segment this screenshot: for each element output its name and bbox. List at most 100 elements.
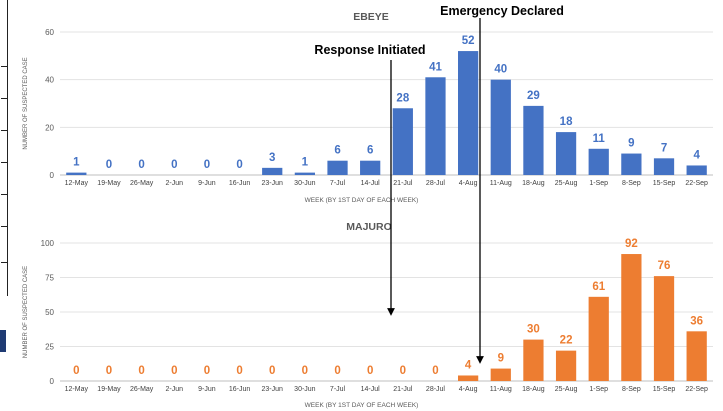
data-label: 18 bbox=[560, 116, 573, 128]
data-label: 22 bbox=[560, 335, 573, 347]
left-edge-tick bbox=[1, 66, 7, 67]
bar bbox=[588, 296, 609, 381]
bar bbox=[327, 160, 348, 175]
x-tick-label: 18-Aug bbox=[522, 180, 545, 187]
bar bbox=[523, 105, 544, 175]
bar bbox=[621, 153, 642, 175]
data-label: 40 bbox=[494, 64, 507, 76]
data-label: 0 bbox=[367, 365, 373, 377]
data-label: 28 bbox=[396, 92, 409, 104]
x-tick-label: 14-Jul bbox=[361, 386, 381, 393]
x-tick-label: 14-Jul bbox=[361, 180, 381, 187]
y-tick-label: 25 bbox=[45, 343, 54, 352]
x-tick-label: 8-Sep bbox=[622, 180, 641, 187]
data-label: 4 bbox=[693, 149, 700, 161]
data-label: 61 bbox=[592, 281, 605, 293]
bar bbox=[490, 368, 511, 381]
data-label: 52 bbox=[462, 35, 475, 47]
bar bbox=[392, 108, 413, 175]
x-tick-label: 26-May bbox=[130, 386, 154, 393]
bar bbox=[621, 254, 642, 381]
bar bbox=[555, 132, 577, 175]
x-tick-label: 12-May bbox=[65, 180, 89, 187]
data-label: 0 bbox=[236, 365, 242, 377]
x-tick-label: 19-May bbox=[97, 180, 121, 187]
bar bbox=[555, 350, 577, 381]
data-label: 7 bbox=[661, 142, 667, 154]
x-tick-label: 4-Aug bbox=[459, 180, 478, 187]
x-tick-label: 28-Jul bbox=[426, 386, 446, 393]
left-edge-tick bbox=[1, 98, 7, 99]
bar bbox=[458, 51, 479, 175]
data-label: 0 bbox=[269, 365, 275, 377]
x-tick-label: 25-Aug bbox=[555, 180, 578, 187]
data-label: 0 bbox=[138, 159, 144, 171]
x-tick-label: 22-Sep bbox=[685, 180, 708, 187]
data-label: 29 bbox=[527, 90, 540, 102]
data-label: 4 bbox=[465, 359, 472, 371]
data-label: 30 bbox=[527, 324, 540, 336]
data-label: 0 bbox=[106, 365, 112, 377]
data-label: 0 bbox=[302, 365, 308, 377]
data-label: 0 bbox=[138, 365, 144, 377]
bar bbox=[653, 158, 675, 175]
x-tick-label: 1-Sep bbox=[589, 386, 608, 393]
y-tick-label: 75 bbox=[45, 274, 54, 283]
x-tick-label: 15-Sep bbox=[653, 180, 676, 187]
y-axis-label: NUMBER OF SUSPECTED CASE bbox=[23, 57, 29, 149]
data-label: 92 bbox=[625, 238, 638, 250]
x-tick-label: 1-Sep bbox=[589, 180, 608, 187]
data-label: 0 bbox=[171, 159, 177, 171]
x-tick-label: 23-Jun bbox=[262, 386, 284, 393]
data-label: 1 bbox=[302, 157, 309, 169]
x-tick-label: 9-Jun bbox=[198, 386, 216, 393]
x-tick-label: 19-May bbox=[97, 386, 121, 393]
y-tick-label: 0 bbox=[50, 171, 55, 180]
x-tick-label: 28-Jul bbox=[426, 180, 446, 187]
left-edge-tick bbox=[1, 194, 7, 195]
bar bbox=[686, 331, 707, 381]
data-label: 0 bbox=[171, 365, 177, 377]
data-label: 0 bbox=[334, 365, 340, 377]
x-tick-label: 16-Jun bbox=[229, 180, 251, 187]
x-tick-label: 12-May bbox=[65, 386, 89, 393]
bar bbox=[490, 79, 511, 175]
x-tick-label: 11-Aug bbox=[490, 386, 512, 393]
y-tick-label: 50 bbox=[45, 308, 54, 317]
data-label: 0 bbox=[106, 159, 112, 171]
y-tick-label: 0 bbox=[50, 377, 55, 386]
x-tick-label: 23-Jun bbox=[262, 180, 284, 187]
x-tick-label: 18-Aug bbox=[522, 386, 545, 393]
x-tick-label: 16-Jun bbox=[229, 386, 251, 393]
x-tick-label: 30-Jun bbox=[294, 180, 316, 187]
left-edge-block bbox=[0, 330, 6, 352]
data-label: 0 bbox=[204, 159, 210, 171]
bar bbox=[458, 375, 479, 381]
left-edge-tick bbox=[1, 130, 7, 131]
x-tick-label: 9-Jun bbox=[198, 180, 216, 187]
data-label: 9 bbox=[628, 138, 634, 150]
data-label: 6 bbox=[367, 145, 373, 157]
bar bbox=[686, 165, 707, 175]
bar bbox=[588, 148, 609, 175]
data-label: 1 bbox=[73, 157, 80, 169]
data-label: 0 bbox=[236, 159, 242, 171]
x-tick-label: 15-Sep bbox=[653, 386, 676, 393]
data-label: 9 bbox=[498, 353, 504, 365]
x-tick-label: 2-Jun bbox=[166, 180, 184, 187]
x-axis-label: WEEK (BY 1ST DAY OF EACH WEEK) bbox=[305, 402, 419, 409]
data-label: 3 bbox=[269, 152, 275, 164]
emergency-annotation: Emergency Declared bbox=[440, 4, 564, 18]
x-tick-label: 21-Jul bbox=[393, 180, 413, 187]
y-tick-label: 100 bbox=[41, 239, 55, 248]
x-tick-label: 8-Sep bbox=[622, 386, 641, 393]
data-label: 0 bbox=[432, 365, 438, 377]
data-label: 41 bbox=[429, 61, 442, 73]
chart-title: MAJURO bbox=[346, 221, 392, 233]
data-label: 0 bbox=[204, 365, 210, 377]
bar bbox=[425, 77, 446, 175]
x-axis-label: WEEK (BY 1ST DAY OF EACH WEEK) bbox=[305, 197, 419, 204]
bar bbox=[66, 172, 87, 175]
bar bbox=[360, 160, 381, 175]
